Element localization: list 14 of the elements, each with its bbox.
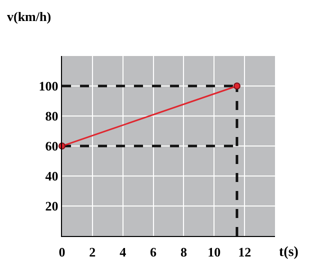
x-tick-label: 4 xyxy=(120,244,127,260)
x-tick-label: 6 xyxy=(150,244,158,260)
y-tick-label: 40 xyxy=(45,168,58,184)
x-tick-label: 8 xyxy=(180,244,188,260)
y-tick-label: 60 xyxy=(45,138,58,154)
x-tick-label: 0 xyxy=(58,244,66,260)
y-tick-label: 100 xyxy=(38,78,58,94)
x-tick-label: 2 xyxy=(89,244,96,260)
x-tick-label: 10 xyxy=(208,244,221,260)
x-axis-title: t(s) xyxy=(279,245,299,260)
y-tick-label: 20 xyxy=(45,198,58,214)
y-axis-title: v(km/h) xyxy=(7,9,52,24)
y-tick-label: 80 xyxy=(45,108,58,124)
x-tick-label: 12 xyxy=(238,244,252,260)
